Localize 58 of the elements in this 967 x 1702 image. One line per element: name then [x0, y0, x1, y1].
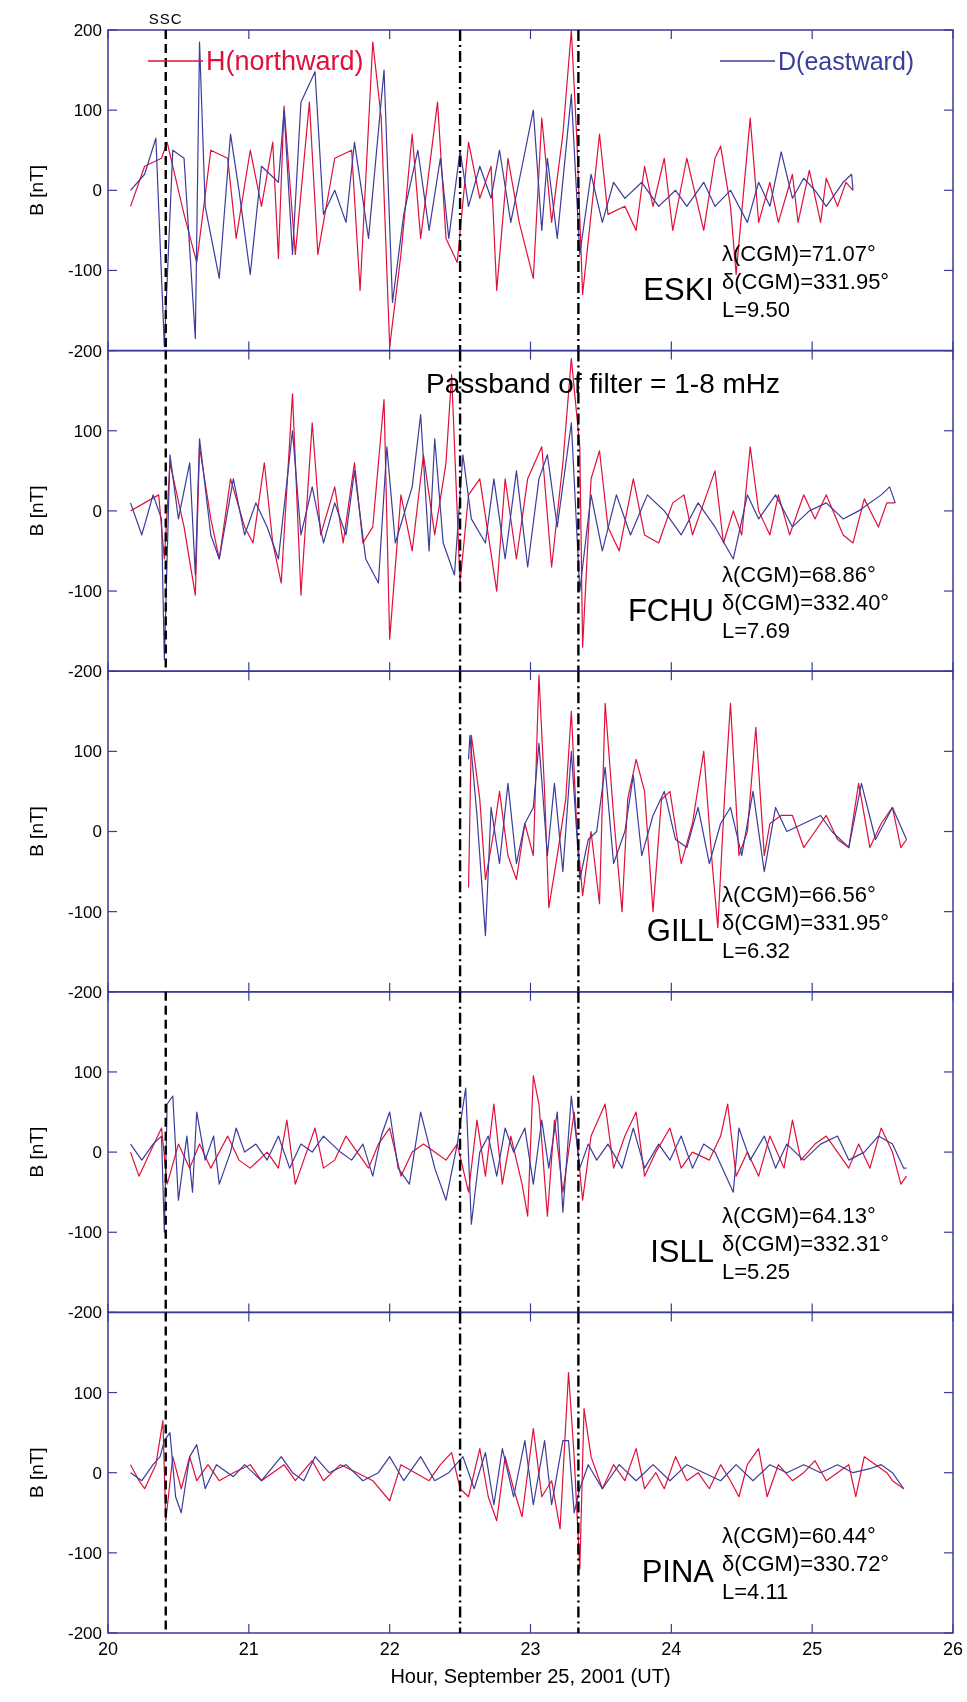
annotation: λ(CGM)=60.44°	[722, 1523, 876, 1549]
annotation: GILL	[646, 913, 714, 949]
y-tick-label: -100	[67, 261, 102, 281]
x-axis-title: Hour, September 25, 2001 (UT)	[390, 1665, 671, 1687]
y-tick-label: 0	[92, 1463, 102, 1483]
y-tick-label: -100	[67, 582, 102, 601]
annotation: ESKI	[643, 272, 714, 307]
annotation: PINA	[641, 1554, 715, 1590]
y-tick-label: -100	[67, 1223, 102, 1243]
annotation: L=7.69	[722, 617, 790, 643]
y-axis-title: B [nT]	[26, 164, 47, 216]
annotation: FCHU	[627, 592, 714, 628]
annotation: L=9.50	[722, 297, 790, 322]
annotation: λ(CGM)=64.13°	[722, 1202, 876, 1228]
y-axis-title: B [nT]	[26, 1126, 47, 1178]
annotation: L=5.25	[722, 1258, 790, 1284]
annotation: λ(CGM)=66.56°	[722, 882, 876, 908]
line-series	[129, 414, 896, 660]
annotation: L=4.11	[722, 1579, 789, 1605]
y-tick-label: 100	[73, 742, 102, 762]
y-tick-label: -200	[67, 1303, 102, 1323]
y-tick-label: 100	[73, 101, 102, 121]
x-tick-label: 25	[802, 1639, 823, 1659]
x-tick-label: 26	[942, 1639, 964, 1659]
y-axis-title: B [nT]	[26, 806, 47, 857]
y-axis-title: B [nT]	[26, 1447, 47, 1499]
y-tick-label: 0	[92, 822, 102, 842]
y-tick-label: -200	[67, 341, 102, 361]
y-tick-label: -100	[67, 1543, 102, 1563]
ref-line-label: SSC	[148, 10, 183, 27]
x-tick-label: 22	[379, 1639, 400, 1659]
y-tick-label: 0	[92, 501, 102, 521]
x-tick-label: 24	[661, 1639, 682, 1659]
x-tick-label: 23	[520, 1639, 541, 1659]
y-tick-label: 0	[92, 1143, 102, 1163]
annotation: δ(CGM)=332.40°	[722, 589, 890, 615]
y-tick-label: 100	[73, 421, 102, 441]
annotation: λ(CGM)=68.86°	[722, 561, 876, 587]
annotation: δ(CGM)=332.31°	[722, 1230, 890, 1256]
annotation: δ(CGM)=331.95°	[722, 910, 890, 936]
annotation: δ(CGM)=331.95°	[722, 269, 890, 294]
y-tick-label: -100	[67, 902, 102, 922]
legend-label: D(eastward)	[778, 47, 915, 75]
y-tick-label: 0	[92, 181, 102, 201]
annotation: δ(CGM)=330.72°	[722, 1551, 890, 1577]
line-series	[129, 1087, 908, 1233]
y-tick-label: 100	[73, 1383, 102, 1403]
x-tick-label: 21	[238, 1639, 259, 1659]
annotation: ISLL	[650, 1233, 714, 1269]
y-tick-label: 200	[73, 20, 102, 40]
y-tick-label: -200	[67, 662, 102, 682]
annotation: L=6.32	[722, 938, 790, 964]
y-tick-label: 100	[73, 1062, 102, 1082]
y-axis-title: B [nT]	[26, 485, 47, 537]
y-tick-label: -200	[67, 982, 102, 1002]
line-series	[129, 1432, 905, 1514]
legend-label: H(northward)	[206, 46, 364, 76]
line-series	[129, 358, 896, 648]
